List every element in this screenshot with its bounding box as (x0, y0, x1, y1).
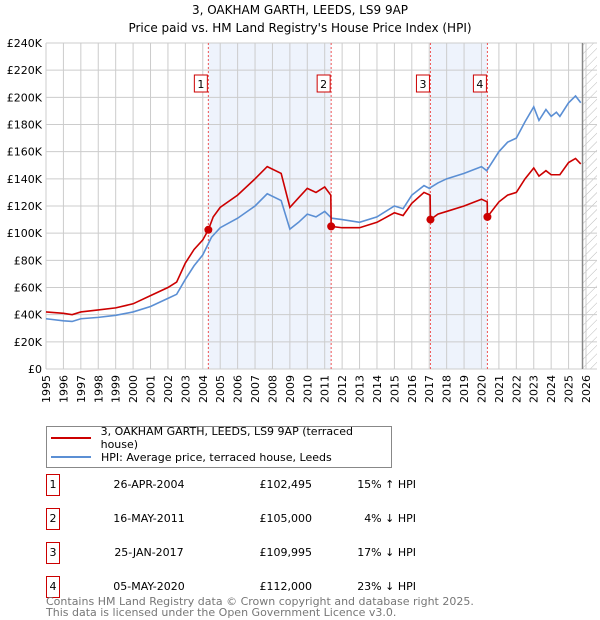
y-tick-label: £60K (14, 282, 43, 295)
x-tick-label: 2024 (545, 375, 558, 403)
x-tick-label: 2019 (458, 375, 471, 403)
x-tick-label: 2003 (179, 375, 192, 403)
y-tick-label: £140K (7, 173, 43, 186)
series-line (45, 94, 582, 323)
sale-point (426, 215, 435, 224)
x-tick-label: 1996 (57, 375, 70, 403)
x-tick-label: 2025 (563, 375, 576, 403)
sale-label: 2 (320, 78, 327, 91)
x-tick-label: 2011 (319, 375, 332, 403)
sale-date: 26-APR-2004 (113, 478, 185, 491)
x-tick-label: 2015 (388, 375, 401, 403)
sale-label-box (193, 74, 208, 93)
y-tick-label: £40K (14, 309, 43, 322)
price-chart: 3, OAKHAM GARTH, LEEDS, LS9 9AP Price pa… (7, 3, 597, 403)
legend-item-hpi: HPI: Average price, terraced house, Leed… (51, 449, 332, 465)
x-tick-label: 2023 (528, 375, 541, 403)
footer-line: Contains HM Land Registry data © Crown c… (46, 595, 474, 608)
x-tick-label: 2006 (232, 375, 245, 403)
chart-subtitle: Price paid vs. HM Land Registry's House … (128, 21, 471, 35)
x-tick-label: 1998 (92, 375, 105, 403)
y-tick-label: £120K (7, 200, 43, 213)
sale-row: 3 25-JAN-2017 £109,995 17% ↓ HPI (46, 542, 446, 564)
sale-hpi-diff: 23% ↓ HPI (357, 580, 416, 593)
y-tick-label: £200K (7, 91, 43, 104)
x-tick-label: 2014 (371, 375, 384, 403)
x-tick-label: 2021 (493, 375, 506, 403)
sale-label-box (472, 74, 487, 93)
sale-price: £109,995 (259, 546, 313, 559)
x-tick-label: 1995 (40, 375, 53, 403)
sale-label-box (415, 74, 430, 93)
x-tick-label: 2005 (214, 375, 227, 403)
y-tick-label: £160K (7, 146, 43, 159)
sale-hpi-diff: 4% ↓ HPI (364, 512, 416, 525)
x-tick-label: 2008 (266, 375, 279, 403)
x-tick-label: 2007 (249, 375, 262, 403)
sale-point (204, 225, 213, 234)
x-tick-label: 2012 (336, 375, 349, 403)
sale-label-box (316, 74, 331, 93)
sale-date: 16-MAY-2011 (113, 512, 185, 525)
x-tick-label: 1999 (110, 375, 123, 403)
sale-row: 4 05-MAY-2020 £112,000 23% ↓ HPI (46, 576, 446, 598)
legend-label: HPI: Average price, terraced house, Leed… (101, 450, 332, 464)
sale-label: 4 (476, 78, 483, 91)
sale-number: 1 (46, 474, 60, 496)
chart-title: 3, OAKHAM GARTH, LEEDS, LS9 9AP (192, 3, 408, 17)
x-tick-label: 2000 (127, 375, 140, 403)
x-tick-label: 2017 (423, 375, 436, 403)
y-tick-label: £20K (14, 336, 43, 349)
sale-row: 2 16-MAY-2011 £105,000 4% ↓ HPI (46, 508, 446, 530)
sale-row: 1 26-APR-2004 £102,495 15% ↑ HPI (46, 474, 446, 496)
sale-number: 3 (46, 542, 60, 564)
x-tick-label: 2018 (441, 375, 454, 403)
sale-price: £102,495 (259, 478, 313, 491)
y-tick-label: £0 (28, 363, 42, 376)
sale-label: 3 (419, 78, 426, 91)
sale-point (327, 222, 336, 231)
y-tick-label: £100K (7, 227, 43, 240)
x-tick-label: 2020 (475, 375, 488, 403)
x-tick-label: 2022 (510, 375, 523, 403)
sale-hpi-diff: 17% ↓ HPI (357, 546, 416, 559)
legend: 3, OAKHAM GARTH, LEEDS, LS9 9AP (terrace… (46, 425, 392, 468)
legend-swatch-blue (51, 456, 91, 458)
sale-point (483, 212, 492, 221)
y-tick-label: £80K (14, 254, 43, 267)
x-tick-label: 2009 (284, 375, 297, 403)
sale-price: £105,000 (259, 512, 313, 525)
legend-label: 3, OAKHAM GARTH, LEEDS, LS9 9AP (terrace… (100, 425, 353, 451)
sale-number: 2 (46, 508, 60, 530)
sale-number: 4 (46, 576, 60, 598)
legend-swatch-red (51, 437, 91, 439)
x-tick-label: 1997 (75, 375, 88, 403)
x-tick-label: 2013 (354, 375, 367, 403)
sale-date: 05-MAY-2020 (113, 580, 185, 593)
footer-line: This data is licensed under the Open Gov… (46, 606, 397, 619)
y-tick-label: £240K (7, 37, 43, 50)
x-tick-label: 2010 (301, 375, 314, 403)
sale-date: 25-JAN-2017 (114, 546, 184, 559)
x-tick-label: 2004 (197, 375, 210, 403)
sale-hpi-diff: 15% ↑ HPI (357, 478, 416, 491)
x-tick-label: 2026 (580, 375, 593, 403)
y-tick-label: £180K (7, 119, 43, 132)
sale-price: £112,000 (259, 580, 313, 593)
sale-label: 1 (197, 78, 204, 91)
y-tick-label: £220K (7, 64, 43, 77)
legend-item-property: 3, OAKHAM GARTH, LEEDS, LS9 9AP (terrace… (51, 425, 391, 451)
x-tick-label: 2016 (406, 375, 419, 403)
x-tick-label: 2001 (145, 375, 158, 403)
x-tick-label: 2002 (162, 375, 175, 403)
footer: Contains HM Land Registry data © Crown c… (46, 596, 474, 618)
series-line (45, 157, 582, 316)
